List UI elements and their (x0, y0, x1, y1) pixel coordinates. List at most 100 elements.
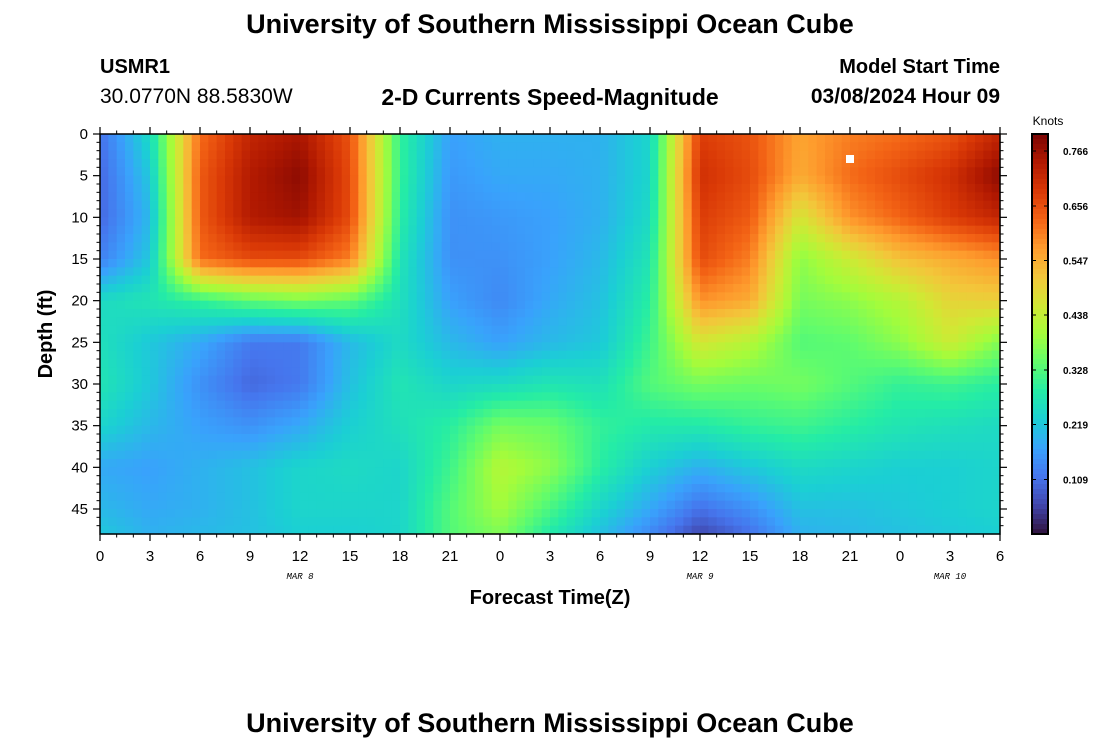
heatmap-cell (733, 334, 743, 343)
heatmap-cell (458, 259, 468, 268)
heatmap-cell (791, 359, 801, 368)
heatmap-cell (208, 467, 218, 477)
heatmap-cell (200, 450, 209, 460)
heatmap-cell (275, 509, 284, 518)
heatmap-cell (133, 134, 143, 143)
heatmap-cell (383, 342, 393, 352)
heatmap-cell (633, 367, 643, 377)
heatmap-cell (233, 134, 243, 143)
heatmap-cell (608, 509, 618, 518)
heatmap-cell (566, 150, 576, 160)
heatmap-cell (908, 350, 918, 360)
heatmap-cell (658, 442, 668, 452)
heatmap-cell (216, 342, 226, 352)
heatmap-cell (925, 200, 934, 210)
heatmap-cell (433, 434, 443, 443)
heatmap-cell (875, 275, 884, 285)
heatmap-cell (508, 467, 518, 477)
heatmap-cell (158, 175, 168, 185)
heatmap-cell (666, 150, 676, 160)
heatmap-cell (858, 317, 868, 327)
heatmap-cell (850, 409, 859, 418)
heatmap-cell (825, 250, 834, 260)
heatmap-cell (641, 292, 651, 302)
heatmap-cell (550, 200, 559, 210)
heatmap-cell (783, 225, 793, 235)
heatmap-cell (233, 367, 243, 377)
heatmap-cell (850, 225, 859, 235)
heatmap-cell (591, 442, 601, 452)
heatmap-cell (483, 259, 493, 268)
heatmap-cell (691, 509, 701, 518)
heatmap-cell (975, 200, 984, 210)
heatmap-cell (608, 217, 618, 227)
heatmap-cell (558, 225, 568, 235)
heatmap-cell (383, 275, 393, 285)
heatmap-cell (525, 217, 534, 227)
heatmap-cell (100, 350, 109, 360)
heatmap-cell (508, 342, 518, 352)
heatmap-cell (241, 150, 251, 160)
heatmap-cell (783, 367, 793, 377)
heatmap-cell (933, 484, 943, 493)
heatmap-cell (758, 275, 768, 285)
heatmap-cell (500, 192, 509, 202)
heatmap-cell (666, 467, 676, 477)
heatmap-cell (708, 234, 718, 243)
heatmap-cell (941, 384, 951, 393)
heatmap-cell (341, 492, 351, 502)
heatmap-cell (583, 142, 593, 152)
heatmap-cell (400, 225, 409, 235)
heatmap-cell (891, 134, 901, 143)
heatmap-cell (975, 450, 984, 460)
heatmap-cell (725, 425, 734, 435)
heatmap-cell (400, 309, 409, 318)
heatmap-cell (300, 400, 309, 410)
heatmap-cell (825, 392, 834, 402)
heatmap-cell (900, 492, 909, 502)
heatmap-cell (716, 400, 726, 410)
heatmap-cell (133, 367, 143, 377)
heatmap-cell (825, 259, 834, 268)
heatmap-cell (541, 267, 551, 277)
heatmap-cell (791, 475, 801, 485)
heatmap-cell (191, 375, 201, 385)
heatmap-cell (200, 317, 209, 327)
heatmap-cell (991, 500, 1001, 510)
heatmap-cell (208, 209, 218, 218)
heatmap-cell (266, 425, 276, 435)
heatmap-cell (841, 375, 851, 385)
heatmap-cell (533, 350, 543, 360)
heatmap-cell (825, 200, 834, 210)
heatmap-cell (275, 200, 284, 210)
heatmap-cell (433, 275, 443, 285)
heatmap-cell (675, 134, 684, 143)
heatmap-cell (533, 384, 543, 393)
heatmap-cell (608, 259, 618, 268)
heatmap-cell (516, 334, 526, 343)
heatmap-cell (683, 192, 693, 202)
heatmap-cell (958, 167, 968, 177)
heatmap-cell (175, 209, 184, 218)
heatmap-cell (700, 317, 709, 327)
heatmap-cell (900, 284, 909, 293)
heatmap-cell (408, 250, 418, 260)
heatmap-cell (100, 242, 109, 252)
heatmap-cell (500, 484, 509, 493)
heatmap-cell (308, 425, 318, 435)
heatmap-cell (308, 450, 318, 460)
heatmap-cell (383, 267, 393, 277)
heatmap-cell (433, 209, 443, 218)
heatmap-cell (425, 475, 434, 485)
heatmap-cell (150, 159, 159, 168)
heatmap-cell (591, 467, 601, 477)
heatmap-cell (341, 500, 351, 510)
heatmap-cell (833, 425, 843, 435)
heatmap-cell (850, 400, 859, 410)
heatmap-cell (383, 209, 393, 218)
heatmap-cell (191, 267, 201, 277)
heatmap-cell (683, 225, 693, 235)
heatmap-cell (791, 417, 801, 427)
heatmap-cell (433, 184, 443, 193)
heatmap-cell (983, 200, 993, 210)
